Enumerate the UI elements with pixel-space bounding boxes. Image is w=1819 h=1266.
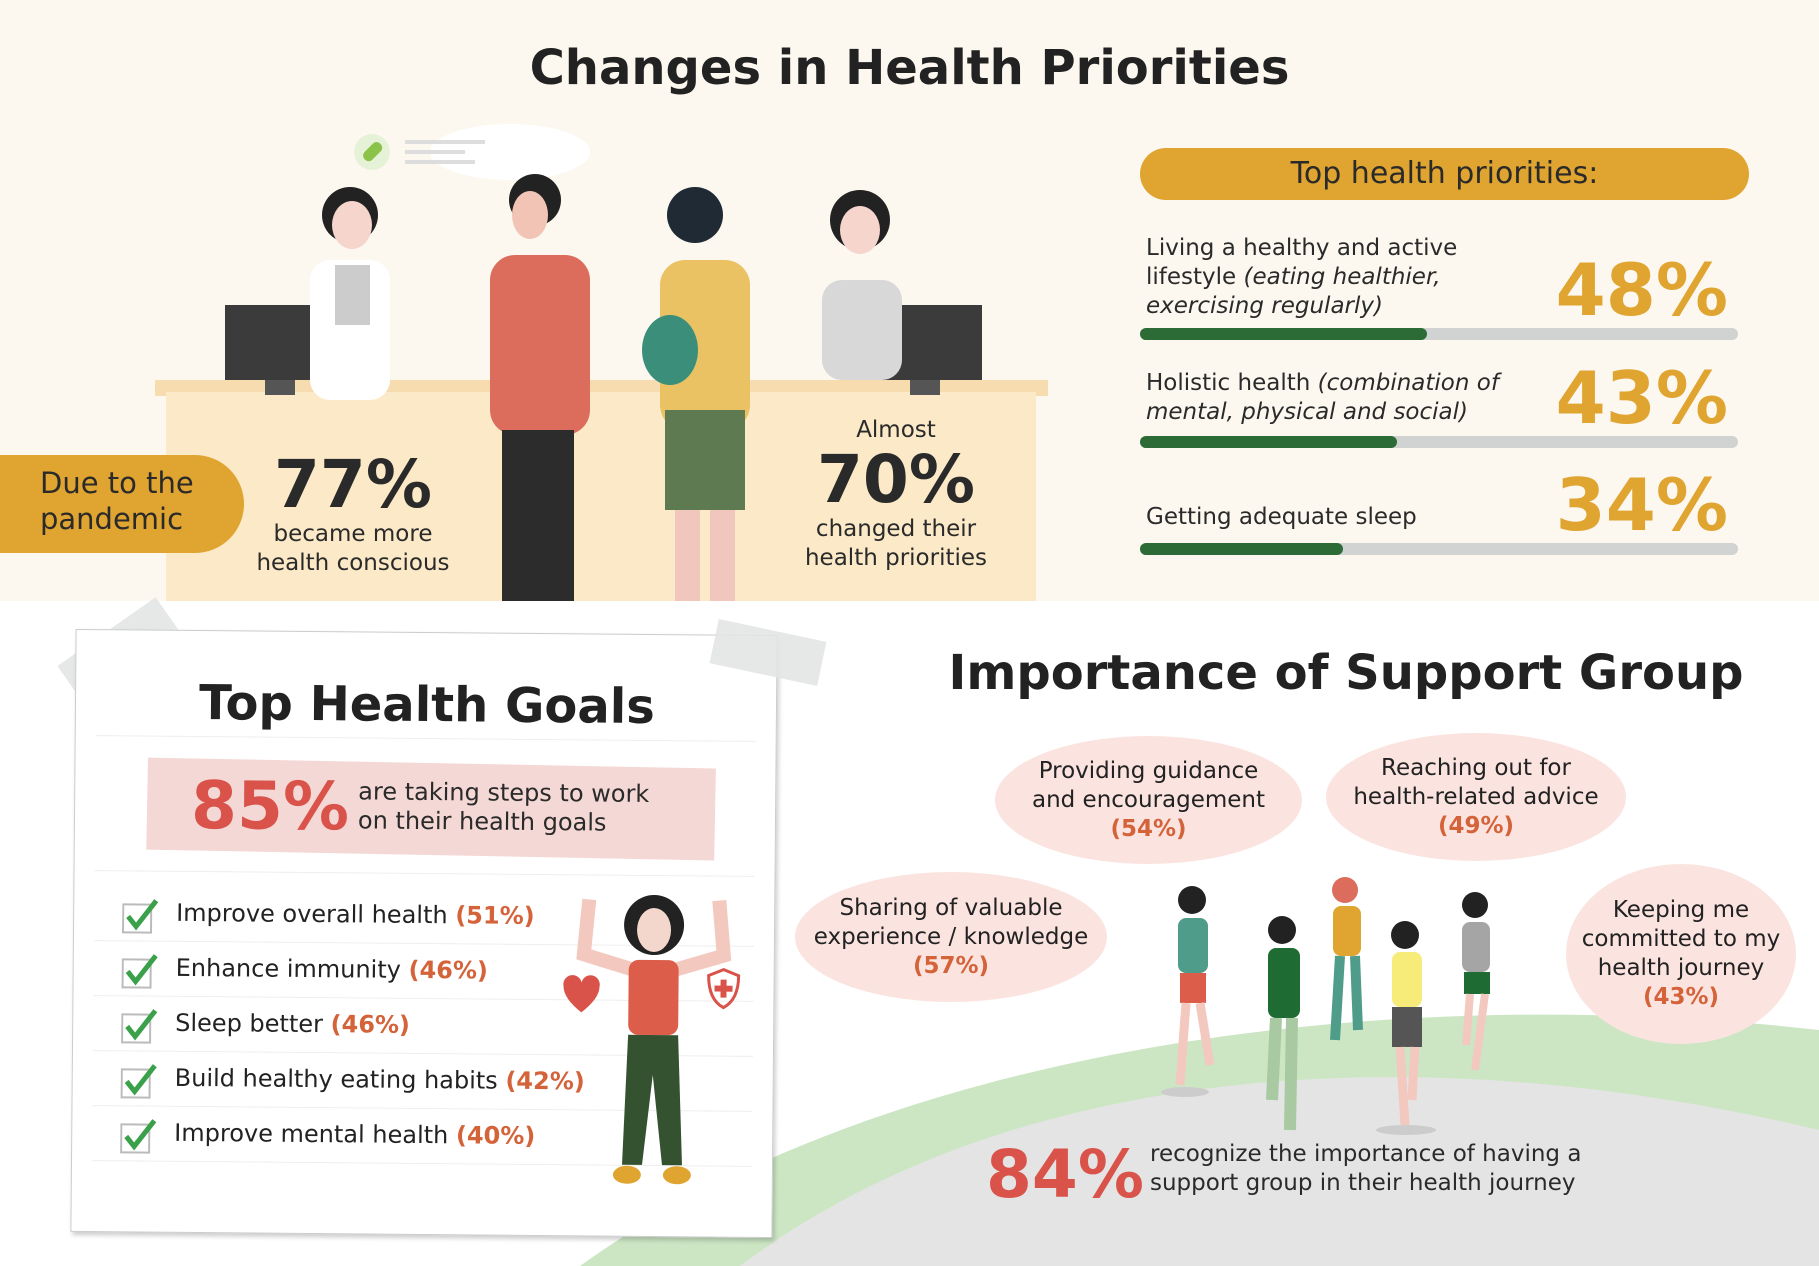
bubble-line: Providing guidance [1038,757,1259,784]
pharmacy-counter [166,392,1036,601]
runners-illustration [1161,877,1490,1135]
goals-headline-text: are taking steps to work on their health… [358,777,650,838]
goal-label: Build healthy eating habits [174,1063,498,1095]
bubble-value: (57%) [912,952,990,979]
headline-line: support group in their health journey [1150,1170,1576,1196]
support-bubble: Keeping me committed to my health journe… [1566,864,1796,1044]
pharmacist-right [822,190,902,380]
runner [1266,916,1300,1131]
support-headline-text: recognize the importance of having a sup… [1150,1140,1581,1198]
green-hill-background [580,1014,1819,1266]
priority-name: Getting adequate sleep [1146,504,1417,530]
section-title: Changes in Health Priorities [529,40,1290,96]
priority-value: 43% [1555,356,1728,440]
support-title: Importance of Support Group [948,645,1744,701]
priority-label: Getting adequate sleep [1146,503,1546,532]
runner [1462,892,1490,1071]
goal-label: Improve overall health [176,898,448,930]
goal-value: (46%) [330,1010,411,1039]
stat-value: 77% [274,446,432,523]
bubble-value: (49%) [1437,812,1515,839]
headline-line: on their health goals [357,806,607,837]
priority-progress-bar [1140,543,1738,555]
priority-progress-fill [1140,328,1428,340]
bubble-value: (54%) [1110,815,1187,842]
stat-changed-priorities: Almost 70% changed their health prioriti… [786,416,1006,573]
runner [1330,877,1363,1041]
pharmacist-left [310,187,390,400]
stat-health-conscious: 77% became more health conscious [253,450,453,578]
speech-bubble-icon [354,124,590,180]
support-bubble: Sharing of valuable experience / knowled… [795,872,1107,1002]
goal-value: (46%) [408,955,489,985]
checkbox-checked-icon [121,1006,158,1044]
priority-value: 48% [1555,248,1728,332]
goal-item: Improve mental health (40%) [120,1116,535,1154]
stat-text-line: changed their [815,516,977,542]
pandemic-label: Due to the pandemic [0,455,244,553]
bubble-line: Sharing of valuable [839,894,1063,921]
runner [1376,921,1436,1135]
goal-label: Improve mental health [174,1118,449,1150]
priority-name: Holistic health [1146,370,1311,396]
goal-value: (51%) [455,901,535,930]
priority-progress-fill [1140,436,1398,448]
bubble-line: committed to my [1581,926,1781,952]
goal-item: Sleep better (46%) [121,1006,411,1044]
checkbox-checked-icon [121,896,159,934]
pharmacy-scene-illustration [225,124,982,601]
runner [1161,886,1215,1097]
goal-item: Build healthy eating habits (42%) [120,1061,585,1099]
heart-rate-icon [563,975,600,1013]
customer-yellow-jacket [642,187,750,601]
goal-value: (40%) [455,1121,536,1150]
support-headline-value: 84% [986,1136,1144,1213]
bubble-line: health-related advice [1353,783,1599,810]
bubble-line: health journey [1597,955,1765,981]
strong-woman-illustration [563,895,741,1185]
bubble-line: and encouragement [1031,786,1266,813]
priority-label: Living a healthy and active lifestyle (e… [1146,234,1546,321]
checkbox-checked-icon [121,951,158,989]
stat-value: 70% [817,441,975,518]
bubble-line: experience / knowledge [813,923,1089,950]
goal-item: Improve overall health (51%) [121,896,535,934]
priority-progress-fill [1140,543,1344,555]
priority-detail: (combination of mental, physical and soc… [1146,370,1499,425]
priority-progress-bar [1140,328,1738,340]
stat-text-line: health conscious [256,550,450,576]
support-bubble: Providing guidance and encouragement (54… [995,736,1302,864]
goal-item: Enhance immunity (46%) [121,951,489,989]
top-health-goals-card: Top Health Goals 85% are taking steps to… [70,628,778,1239]
support-bubble: Reaching out for health-related advice (… [1326,733,1626,861]
stat-prefix: Almost [856,417,936,443]
goals-headline-value: 85% [190,766,350,846]
stat-text-line: became more [273,521,433,547]
priority-detail: (eating healthier, exercising regularly) [1146,264,1441,319]
goal-label: Sleep better [175,1008,324,1039]
bubble-value: (43%) [1642,984,1720,1010]
priority-name: Living a healthy and active lifestyle [1146,235,1458,290]
checkbox-checked-icon [120,1116,157,1154]
divider [95,735,756,742]
priority-label: Holistic health (combination of mental, … [1146,369,1526,427]
goals-title: Top Health Goals [198,675,656,736]
shield-plus-icon [707,968,741,1010]
checkbox-checked-icon [120,1061,157,1099]
priority-value: 34% [1555,463,1728,547]
stat-text-line: health priorities [804,545,988,571]
bubble-line: Keeping me [1612,897,1750,923]
goal-label: Enhance immunity [175,953,402,984]
headline-line: are taking steps to work [358,777,650,808]
priorities-heading: Top health priorities: [1140,148,1749,200]
customer-red-shirt [490,174,590,601]
headline-line: recognize the importance of having a [1150,1141,1582,1167]
bubble-line: Reaching out for [1381,754,1571,781]
priority-progress-bar [1140,436,1738,448]
